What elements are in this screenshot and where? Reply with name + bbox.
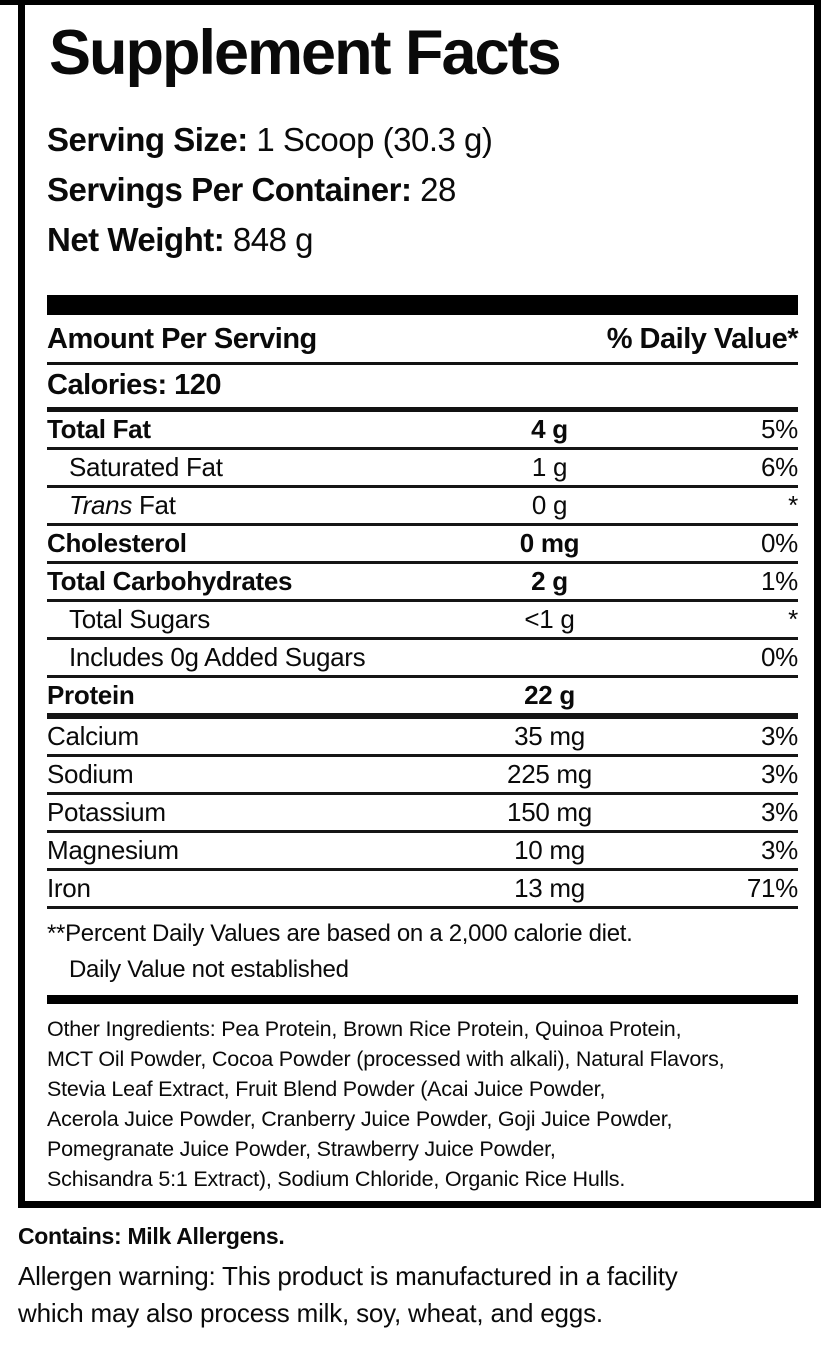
row-magnesium: Magnesium 10 mg 3% <box>47 833 798 871</box>
nutrient-name: Trans Fat <box>47 490 442 521</box>
nutrient-name: Cholesterol <box>47 528 187 558</box>
nutrient-name: Includes 0g Added Sugars <box>69 642 366 672</box>
footnote-line-1: **Percent Daily Values are based on a 2,… <box>47 920 633 947</box>
nutrient-amount: 35 mg <box>514 721 585 751</box>
net-weight-label: Net Weight: <box>47 221 225 258</box>
nutrient-amount: 150 mg <box>507 797 592 827</box>
nutrient-amount: 4 g <box>531 414 568 444</box>
nutrient-name: Total Sugars <box>69 604 210 634</box>
row-calcium: Calcium 35 mg 3% <box>47 719 798 757</box>
other-ingredients-section: Other Ingredients: Pea Protein, Brown Ri… <box>47 1014 798 1194</box>
net-weight-value: 848 g <box>224 221 314 258</box>
trans-rest: Fat <box>132 490 176 520</box>
ingredients-line-1: Other Ingredients: Pea Protein, Brown Ri… <box>47 1014 798 1044</box>
other-ingredients-label: Other Ingredients <box>47 1017 210 1041</box>
allergen-line-1: Allergen warning: This product is manufa… <box>18 1258 678 1295</box>
nutrient-dv: 71% <box>746 873 798 903</box>
nutrient-amount: 2 g <box>531 566 568 596</box>
ingredients-line-1-text: : Pea Protein, Brown Rice Protein, Quino… <box>209 1017 682 1041</box>
row-cholesterol: Cholesterol 0 mg 0% <box>47 526 798 564</box>
nutrient-dv: 0% <box>761 642 798 672</box>
nutrient-name: Total Fat <box>47 414 151 444</box>
row-total-carbohydrates: Total Carbohydrates 2 g 1% <box>47 564 798 602</box>
nutrient-amount: 10 mg <box>514 835 585 865</box>
nutrient-dv: 3% <box>761 835 798 865</box>
nutrient-amount: <1 g <box>524 604 575 634</box>
nutrient-dv: 5% <box>761 414 798 444</box>
row-total-sugars: Total Sugars <1 g * <box>47 602 798 640</box>
row-trans-fat: Trans Fat 0 g * <box>47 488 798 526</box>
nutrient-name: Saturated Fat <box>69 452 223 482</box>
servings-per-container-line: Servings Per Container: 28 <box>47 165 798 215</box>
row-sodium: Sodium 225 mg 3% <box>47 757 798 795</box>
nutrient-dv: 1% <box>761 566 798 596</box>
nutrient-amount: 225 mg <box>507 759 592 789</box>
nutrient-dv: * <box>788 604 798 634</box>
trans-italic: Trans <box>69 490 133 520</box>
serving-info-block: Serving Size: 1 Scoop (30.3 g) Servings … <box>47 115 798 265</box>
contains-statement: Contains: Milk Allergens. <box>18 1223 285 1249</box>
nutrient-name: Sodium <box>47 759 134 789</box>
ingredients-line-2: MCT Oil Powder, Cocoa Powder (processed … <box>47 1047 725 1071</box>
nutrient-dv: 3% <box>761 759 798 789</box>
nutrient-name: Calcium <box>47 721 139 751</box>
thick-divider-top <box>47 295 798 315</box>
allergen-warning-label: Allergen warning: <box>18 1261 216 1291</box>
allergen-line-2: which may also process milk, soy, wheat,… <box>18 1298 603 1328</box>
daily-value-header: % Daily Value* <box>606 323 799 355</box>
table-header-row: Amount Per Serving % Daily Value* <box>47 315 799 365</box>
ingredients-line-4: Acerola Juice Powder, Cranberry Juice Po… <box>47 1107 673 1131</box>
net-weight-line: Net Weight: 848 g <box>47 215 798 265</box>
calories-row: Calories: 120 <box>47 365 798 412</box>
nutrient-amount: 13 mg <box>514 873 585 903</box>
row-potassium: Potassium 150 mg 3% <box>47 795 798 833</box>
row-total-fat: Total Fat 4 g 5% <box>47 412 798 450</box>
supplement-facts-panel: Supplement Facts Serving Size: 1 Scoop (… <box>18 0 821 1208</box>
nutrient-dv: 6% <box>761 452 798 482</box>
row-saturated-fat: Saturated Fat 1 g 6% <box>47 450 798 488</box>
nutrient-amount: 1 g <box>531 452 568 482</box>
nutrient-name: Total Carbohydrates <box>47 566 293 596</box>
ingredients-line-5: Pomegranate Juice Powder, Strawberry Jui… <box>47 1137 556 1161</box>
serving-size-line: Serving Size: 1 Scoop (30.3 g) <box>47 115 798 165</box>
row-protein: Protein 22 g <box>47 678 798 719</box>
serving-size-label: Serving Size: <box>47 121 248 158</box>
nutrient-dv: 0% <box>761 528 798 558</box>
serving-size-value: 1 Scoop (30.3 g) <box>247 121 493 158</box>
nutrient-name: Potassium <box>47 797 166 827</box>
nutrient-amount: 0 g <box>531 490 568 520</box>
ingredients-line-6: Schisandra 5:1 Extract), Sodium Chloride… <box>47 1167 626 1191</box>
row-iron: Iron 13 mg 71% <box>47 871 798 909</box>
servings-per-container-value: 28 <box>411 171 456 208</box>
nutrient-amount: 0 mg <box>519 528 580 558</box>
thick-divider-bottom <box>47 995 798 1004</box>
daily-value-footnote: **Percent Daily Values are based on a 2,… <box>47 909 798 989</box>
panel-title: Supplement Facts <box>49 18 562 88</box>
amount-per-serving-header: Amount Per Serving <box>47 323 317 355</box>
allergen-warning: Allergen warning: This product is manufa… <box>18 1258 678 1332</box>
ingredients-line-3: Stevia Leaf Extract, Fruit Blend Powder … <box>47 1077 606 1101</box>
nutrient-dv: 3% <box>761 721 798 751</box>
servings-per-container-label: Servings Per Container: <box>47 171 412 208</box>
nutrient-name: Magnesium <box>47 835 179 865</box>
nutrient-name: Iron <box>47 873 91 903</box>
allergen-line-1-text: This product is manufactured in a facili… <box>215 1261 678 1291</box>
footnote-line-2: Daily Value not established <box>69 956 349 983</box>
nutrient-dv: * <box>788 490 798 520</box>
row-added-sugars: Includes 0g Added Sugars 0% <box>47 640 798 678</box>
nutrient-dv: 3% <box>761 797 798 827</box>
nutrient-amount: 22 g <box>524 680 575 710</box>
nutrient-name: Protein <box>47 680 135 710</box>
